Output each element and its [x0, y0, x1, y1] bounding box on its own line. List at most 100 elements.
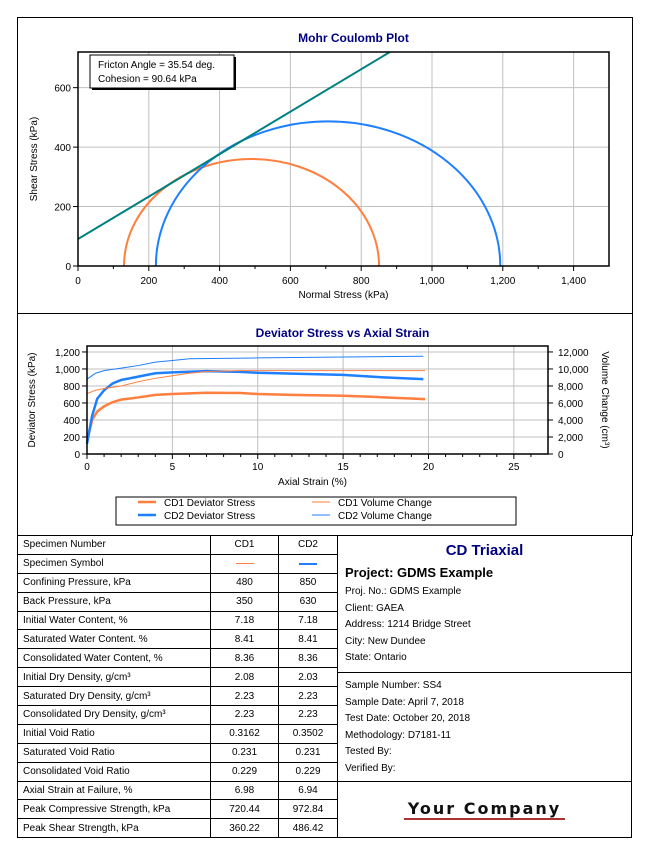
y2-tick-label: 10,000: [558, 365, 589, 376]
y-tick-label: 0: [65, 262, 71, 273]
table-row: Back Pressure, kPa 350 630: [17, 591, 338, 612]
row-label: Consolidated Water Content, %: [17, 648, 211, 669]
symbol-label: Specimen Symbol: [17, 553, 211, 574]
header-label: Specimen Number: [17, 535, 211, 555]
table-row: Consolidated Water Content, % 8.36 8.36: [17, 648, 338, 669]
table-row: Initial Dry Density, g/cm³ 2.08 2.03: [17, 667, 338, 688]
header-cd2: CD2: [278, 535, 338, 555]
cd2-value: 0.231: [278, 742, 338, 763]
test-date: Test Date: October 20, 2018: [345, 713, 471, 724]
x-tick-label: 0: [84, 462, 90, 473]
legend-label: CD1 Volume Change: [338, 498, 432, 509]
cd2-value: 630: [278, 591, 338, 612]
y2-tick-label: 6,000: [558, 399, 583, 410]
cd1-value: 350: [210, 591, 279, 612]
plot-area: [86, 345, 549, 455]
y-tick-label: 1,200: [55, 348, 80, 359]
cd1-value: 0.231: [210, 742, 279, 763]
table-row: Initial Void Ratio 0.3162 0.3502: [17, 723, 338, 744]
x-tick-label: 800: [353, 276, 370, 287]
cd2-symbol: [299, 562, 317, 565]
cd2-value: 7.18: [278, 610, 338, 631]
y-tick-label: 200: [63, 433, 80, 444]
proj-no: Proj. No.: GDMS Example: [345, 586, 462, 597]
plot-area: [77, 51, 610, 267]
table-row: Specimen Symbol: [17, 553, 338, 574]
row-label: Peak Compressive Strength, kPa: [17, 799, 211, 820]
table-row: Peak Shear Strength, kPa 360.22 486.42: [17, 818, 338, 839]
specimen-table: Specimen Number CD1 CD2 Specimen Symbol …: [17, 535, 338, 839]
legend-label: CD2 Volume Change: [338, 511, 432, 522]
chart-title: Deviator Stress vs Axial Strain: [256, 326, 430, 340]
state: State: Ontario: [345, 652, 407, 663]
row-label: Saturated Dry Density, g/cm³: [17, 686, 211, 707]
row-label: Axial Strain at Failure, %: [17, 780, 211, 801]
legend-label: CD1 Deviator Stress: [164, 498, 255, 509]
cd2-value: 8.41: [278, 629, 338, 650]
row-label: Peak Shear Strength, kPa: [17, 818, 211, 839]
y2-tick-label: 4,000: [558, 416, 583, 427]
y2-tick-label: 8,000: [558, 382, 583, 393]
sample-date: Sample Date: April 7, 2018: [345, 696, 464, 708]
cd1-value: 360.22: [210, 818, 279, 839]
sample-section: Sample Number: SS4 Sample Date: April 7,…: [338, 673, 631, 782]
x-tick-label: 15: [338, 462, 350, 473]
series-line-1: [85, 369, 424, 445]
y2-tick-label: 0: [558, 450, 564, 461]
cd2-value: 2.03: [278, 667, 338, 688]
cd1-value: 8.36: [210, 648, 279, 669]
table-row: Confining Pressure, kPa 480 850: [17, 572, 338, 593]
cd2-value: 0.229: [278, 761, 338, 782]
x-tick-label: 20: [423, 462, 435, 473]
cd2-value: 2.23: [278, 705, 338, 725]
x-tick-label: 5: [170, 462, 176, 473]
y-tick-label: 400: [54, 143, 71, 154]
mohr-circle-cd2: [154, 120, 502, 267]
y-tick-label: 600: [63, 399, 80, 410]
series-line-0: [85, 391, 426, 442]
row-label: Initial Water Content, %: [17, 610, 211, 631]
series-line-3: [86, 355, 424, 380]
row-label: Saturated Void Ratio: [17, 742, 211, 763]
row-label: Back Pressure, kPa: [17, 591, 211, 612]
table-row: Saturated Water Content. % 8.41 8.41: [17, 629, 338, 650]
cd1-value: 7.18: [210, 610, 279, 631]
row-label: Initial Dry Density, g/cm³: [17, 667, 211, 688]
table-row: Peak Compressive Strength, kPa 720.44 972.…: [17, 799, 338, 820]
x-tick-label: 200: [140, 276, 157, 287]
y-tick-label: 800: [63, 382, 80, 393]
company-logo: Your Company: [338, 782, 631, 820]
table-row: Consolidated Dry Density, g/cm³ 2.23 2.23: [17, 705, 338, 725]
table-row: Saturated Void Ratio 0.231 0.231: [17, 742, 338, 763]
report-title: CD Triaxial: [445, 542, 524, 559]
y2-axis-label: Volume Change (cm³): [599, 351, 610, 448]
cd2-value: 2.23: [278, 686, 338, 707]
header-cd1: CD1: [210, 535, 279, 555]
row-label: Confining Pressure, kPa: [17, 572, 211, 593]
methodology: Methodology: D7181-11: [345, 729, 451, 741]
cd1-value: 6.98: [210, 780, 279, 801]
x-tick-label: 10: [252, 462, 264, 473]
cd1-value: 720.44: [210, 799, 279, 820]
y-tick-label: 1,000: [55, 365, 80, 376]
x-tick-label: 600: [282, 276, 299, 287]
chart-title: Mohr Coulomb Plot: [298, 31, 409, 45]
table-row: Initial Water Content, % 7.18 7.18: [17, 610, 338, 631]
y-tick-label: 0: [74, 450, 80, 461]
cd2-value: 486.42: [278, 818, 338, 839]
row-label: Initial Void Ratio: [17, 723, 211, 744]
tested-by: Tested By:: [345, 746, 392, 757]
project-name: Project: GDMS Example: [345, 565, 494, 580]
x-tick-label: 1,200: [490, 276, 515, 287]
address: Address: 1214 Bridge Street: [345, 619, 471, 630]
sample-number: Sample Number: SS4: [345, 680, 442, 691]
x-tick-label: 400: [211, 276, 228, 287]
y2-tick-label: 2,000: [558, 433, 583, 444]
failure-envelope: [78, 52, 391, 240]
info-panel: CD Triaxial Project: GDMS Example Proj. …: [337, 535, 632, 838]
y-tick-label: 600: [54, 84, 71, 95]
annotation-text: Cohesion = 90.64 kPa: [98, 74, 197, 85]
mohr-circle-cd1: [123, 158, 381, 267]
verified-by: Verified By:: [345, 762, 396, 774]
client: Client: GAEA: [345, 602, 404, 614]
